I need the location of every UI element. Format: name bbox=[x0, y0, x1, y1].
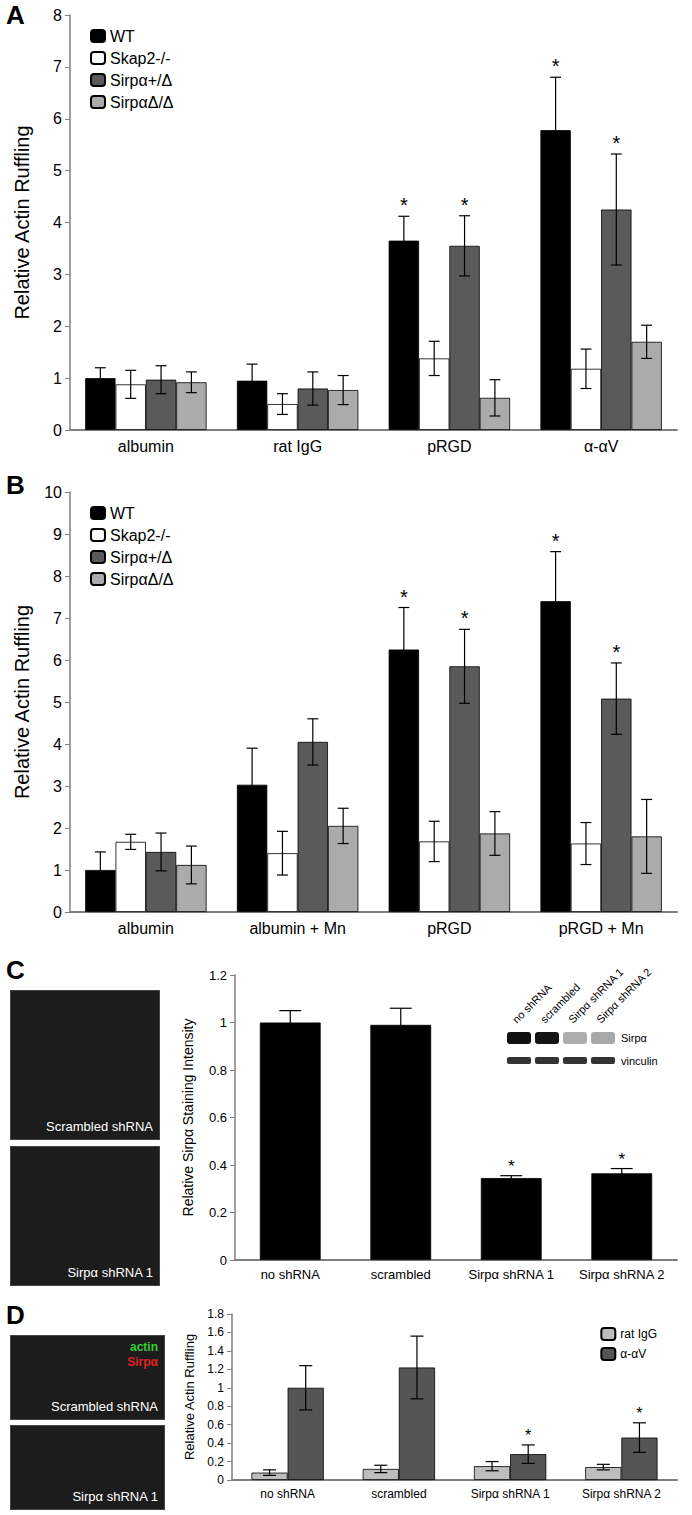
svg-text:5: 5 bbox=[53, 694, 62, 711]
svg-text:0.4: 0.4 bbox=[207, 1436, 224, 1450]
svg-text:2: 2 bbox=[53, 820, 62, 837]
svg-text:*: * bbox=[400, 586, 408, 608]
svg-text:9: 9 bbox=[53, 526, 62, 543]
svg-text:WT: WT bbox=[110, 28, 135, 45]
svg-text:SirpαΔ/Δ: SirpαΔ/Δ bbox=[110, 94, 174, 111]
svg-text:Sirpα shRNA 2: Sirpα shRNA 2 bbox=[582, 1487, 661, 1501]
svg-text:0.6: 0.6 bbox=[209, 1110, 227, 1125]
svg-text:pRGD: pRGD bbox=[427, 438, 471, 455]
svg-text:7: 7 bbox=[53, 610, 62, 627]
svg-text:*: * bbox=[636, 1405, 642, 1422]
svg-text:0: 0 bbox=[217, 1473, 224, 1487]
svg-text:3: 3 bbox=[53, 266, 62, 283]
svg-text:1.2: 1.2 bbox=[207, 1362, 224, 1376]
svg-text:Relative Actin Ruffling: Relative Actin Ruffling bbox=[11, 605, 33, 799]
svg-text:*: * bbox=[525, 1427, 531, 1444]
svg-text:no shRNA: no shRNA bbox=[509, 981, 554, 1026]
svg-text:*: * bbox=[612, 641, 620, 663]
svg-text:pRGD + Mn: pRGD + Mn bbox=[559, 920, 644, 937]
svg-text:*: * bbox=[400, 194, 408, 216]
svg-text:scrambled: scrambled bbox=[537, 981, 583, 1026]
svg-text:pRGD: pRGD bbox=[427, 920, 471, 937]
svg-text:α-αV: α-αV bbox=[584, 438, 619, 455]
svg-text:1.8: 1.8 bbox=[207, 1307, 224, 1321]
svg-text:3: 3 bbox=[53, 778, 62, 795]
svg-text:0.6: 0.6 bbox=[207, 1418, 224, 1432]
html-text:actin: actin bbox=[130, 1340, 158, 1354]
svg-text:8: 8 bbox=[53, 568, 62, 585]
svg-text:10: 10 bbox=[44, 484, 62, 501]
html-text:B: B bbox=[6, 470, 25, 500]
svg-text:*: * bbox=[461, 607, 469, 629]
html-text:Sirpα shRNA 1: Sirpα shRNA 1 bbox=[72, 1489, 158, 1504]
svg-text:0: 0 bbox=[53, 904, 62, 921]
svg-text:1.4: 1.4 bbox=[207, 1344, 224, 1358]
svg-text:albumin + Mn: albumin + Mn bbox=[249, 920, 346, 937]
svg-text:1: 1 bbox=[53, 862, 62, 879]
svg-text:*: * bbox=[508, 1157, 515, 1176]
html-text:Sirpα shRNA 1: Sirpα shRNA 1 bbox=[67, 1265, 153, 1280]
svg-text:2: 2 bbox=[53, 318, 62, 335]
svg-text:0: 0 bbox=[53, 422, 62, 439]
svg-text:*: * bbox=[612, 132, 620, 154]
html-text:C: C bbox=[6, 955, 25, 985]
svg-text:1.6: 1.6 bbox=[207, 1325, 224, 1339]
svg-text:0: 0 bbox=[220, 1253, 227, 1268]
svg-text:4: 4 bbox=[53, 214, 62, 231]
svg-text:rat IgG: rat IgG bbox=[273, 438, 322, 455]
svg-text:albumin: albumin bbox=[118, 920, 174, 937]
svg-text:6: 6 bbox=[53, 110, 62, 127]
svg-text:*: * bbox=[552, 55, 560, 77]
svg-text:Sirpα shRNA 1: Sirpα shRNA 1 bbox=[565, 965, 626, 1026]
html-text:Scrambled shRNA: Scrambled shRNA bbox=[51, 1399, 158, 1414]
svg-text:SirpαΔ/Δ: SirpαΔ/Δ bbox=[110, 571, 174, 588]
svg-text:*: * bbox=[618, 1150, 625, 1169]
svg-text:Relative Sirpα Staining Intens: Relative Sirpα Staining Intensity bbox=[180, 1019, 196, 1217]
html-text:D: D bbox=[6, 1300, 25, 1330]
svg-text:0.4: 0.4 bbox=[209, 1158, 227, 1173]
svg-text:Sirpα+/Δ: Sirpα+/Δ bbox=[110, 549, 172, 566]
svg-text:no shRNA: no shRNA bbox=[261, 1267, 321, 1282]
svg-text:0.2: 0.2 bbox=[209, 1205, 227, 1220]
svg-text:α-αV: α-αV bbox=[620, 1347, 646, 1361]
svg-text:Sirpα shRNA 2: Sirpα shRNA 2 bbox=[594, 966, 654, 1026]
svg-text:scrambled: scrambled bbox=[371, 1487, 426, 1501]
svg-text:5: 5 bbox=[53, 162, 62, 179]
svg-text:Sirpα shRNA 1: Sirpα shRNA 1 bbox=[471, 1487, 550, 1501]
svg-text:1: 1 bbox=[220, 1015, 227, 1030]
svg-text:vinculin: vinculin bbox=[621, 1055, 658, 1067]
svg-text:Relative Actin Ruffling: Relative Actin Ruffling bbox=[182, 1334, 197, 1460]
svg-text:Sirpα shRNA 1: Sirpα shRNA 1 bbox=[468, 1267, 554, 1282]
svg-text:scrambled: scrambled bbox=[371, 1267, 431, 1282]
svg-text:1: 1 bbox=[217, 1381, 224, 1395]
svg-text:0.2: 0.2 bbox=[207, 1455, 224, 1469]
svg-text:rat IgG: rat IgG bbox=[620, 1327, 657, 1341]
svg-text:*: * bbox=[552, 530, 560, 552]
svg-text:1.2: 1.2 bbox=[209, 968, 227, 983]
svg-text:Skap2-/-: Skap2-/- bbox=[110, 50, 170, 67]
svg-text:albumin: albumin bbox=[118, 438, 174, 455]
svg-text:0.8: 0.8 bbox=[207, 1399, 224, 1413]
svg-text:Relative Actin Ruffling: Relative Actin Ruffling bbox=[11, 125, 33, 319]
svg-text:no shRNA: no shRNA bbox=[260, 1487, 315, 1501]
svg-text:4: 4 bbox=[53, 736, 62, 753]
svg-text:6: 6 bbox=[53, 652, 62, 669]
svg-text:Sirpα+/Δ: Sirpα+/Δ bbox=[110, 72, 172, 89]
svg-text:Skap2-/-: Skap2-/- bbox=[110, 527, 170, 544]
html-text:Sirpα: Sirpα bbox=[127, 1355, 158, 1369]
svg-text:WT: WT bbox=[110, 505, 135, 522]
svg-text:*: * bbox=[461, 194, 469, 216]
svg-text:7: 7 bbox=[53, 58, 62, 75]
svg-text:8: 8 bbox=[53, 7, 62, 24]
svg-text:1: 1 bbox=[53, 370, 62, 387]
svg-text:0.8: 0.8 bbox=[209, 1063, 227, 1078]
html-text:Scrambled shRNA: Scrambled shRNA bbox=[46, 1119, 153, 1134]
svg-text:Sirpα shRNA 2: Sirpα shRNA 2 bbox=[579, 1267, 665, 1282]
html-text:A: A bbox=[6, 0, 25, 30]
svg-text:Sirpα: Sirpα bbox=[621, 1032, 648, 1044]
